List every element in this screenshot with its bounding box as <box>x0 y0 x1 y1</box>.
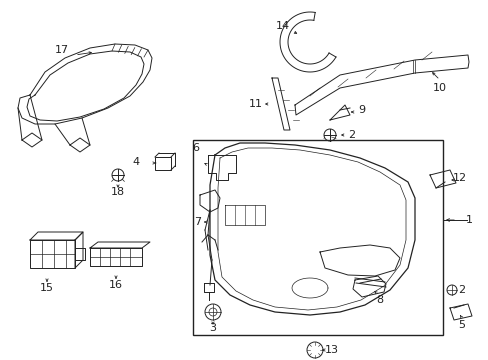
Text: 4: 4 <box>132 157 139 167</box>
Text: 18: 18 <box>111 187 125 197</box>
Text: 11: 11 <box>248 99 263 109</box>
Text: 17: 17 <box>55 45 69 55</box>
Text: 7: 7 <box>194 217 201 227</box>
Text: 9: 9 <box>358 105 365 115</box>
Bar <box>193 140 442 335</box>
Text: 1: 1 <box>465 215 471 225</box>
Text: 12: 12 <box>452 173 466 183</box>
Text: 15: 15 <box>40 283 54 293</box>
Text: 10: 10 <box>432 83 446 93</box>
Text: 2: 2 <box>348 130 355 140</box>
Text: 3: 3 <box>209 323 216 333</box>
Text: 2: 2 <box>458 285 465 295</box>
Bar <box>155 157 171 170</box>
Text: 13: 13 <box>325 345 338 355</box>
Bar <box>30 240 75 268</box>
Text: 6: 6 <box>192 143 199 153</box>
Text: 8: 8 <box>376 295 383 305</box>
Text: 5: 5 <box>458 320 465 330</box>
Text: 16: 16 <box>109 280 123 290</box>
Text: 14: 14 <box>275 21 289 31</box>
